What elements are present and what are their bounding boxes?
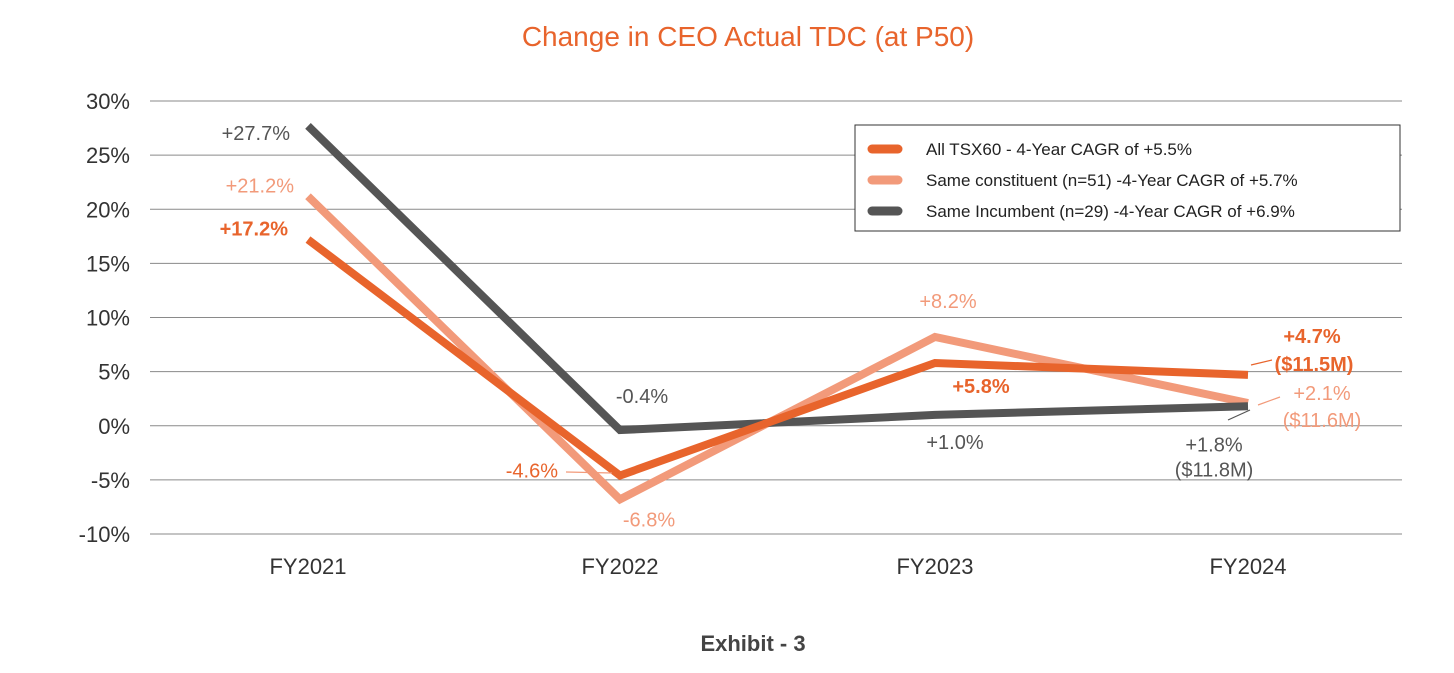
x-tick-label: FY2021 xyxy=(269,554,346,579)
x-tick-label: FY2023 xyxy=(896,554,973,579)
data-label: +4.7% xyxy=(1283,326,1340,348)
leader-line xyxy=(565,471,613,474)
chart-title: Change in CEO Actual TDC (at P50) xyxy=(522,21,974,52)
y-tick-label: 15% xyxy=(86,251,130,276)
end-value-note: ($11.5M) xyxy=(1275,354,1354,376)
data-label: +17.2% xyxy=(220,219,289,241)
data-label: +1.8% xyxy=(1185,434,1242,456)
series-line-1 xyxy=(305,236,1249,481)
data-label: +21.2% xyxy=(226,175,295,197)
y-tick-label: 0% xyxy=(98,414,130,439)
y-tick-label: 25% xyxy=(86,143,130,168)
data-label: +2.1% xyxy=(1293,383,1350,405)
end-value-note: ($11.6M) xyxy=(1283,410,1362,432)
data-label: -4.6% xyxy=(506,461,558,483)
y-tick-label: 5% xyxy=(98,360,130,385)
legend: All TSX60 - 4-Year CAGR of +5.5% Same con… xyxy=(854,124,1401,232)
legend-label: Same constituent (n=51) -4-Year CAGR of … xyxy=(926,171,1298,190)
y-tick-label: 30% xyxy=(86,89,130,114)
y-tick-label: -5% xyxy=(91,468,130,493)
end-value-note: ($11.8M) xyxy=(1175,459,1254,481)
legend-label: Same Incumbent (n=29) -4-Year CAGR of +6… xyxy=(926,202,1295,221)
x-tick-label: FY2022 xyxy=(581,554,658,579)
data-label: +27.7% xyxy=(222,123,291,145)
data-label: +5.8% xyxy=(952,376,1009,398)
y-tick-label: 10% xyxy=(86,306,130,331)
data-label: -0.4% xyxy=(616,386,668,408)
leader-line xyxy=(1227,409,1251,421)
leader-line xyxy=(1257,396,1281,406)
data-label: +1.0% xyxy=(926,432,983,454)
leader-line xyxy=(1250,359,1273,366)
data-label: +8.2% xyxy=(919,291,976,313)
exhibit-caption: Exhibit - 3 xyxy=(700,631,805,656)
y-tick-label: 20% xyxy=(86,197,130,222)
legend-box xyxy=(854,124,1401,232)
x-tick-label: FY2024 xyxy=(1209,554,1286,579)
y-tick-label: -10% xyxy=(79,522,130,547)
data-label: -6.8% xyxy=(623,509,675,531)
legend-label: All TSX60 - 4-Year CAGR of +5.5% xyxy=(926,140,1192,159)
